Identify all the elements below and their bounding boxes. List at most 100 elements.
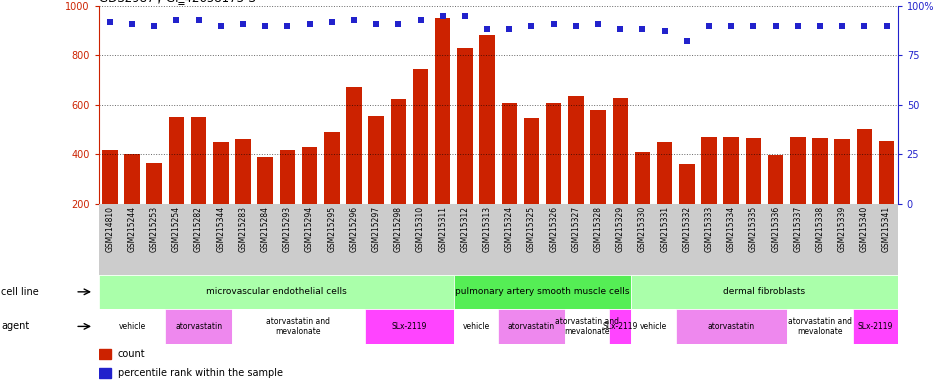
Point	[634, 26, 650, 33]
Text: atorvastatin: atorvastatin	[708, 322, 755, 331]
Text: vehicle: vehicle	[462, 322, 490, 331]
Text: GSM215297: GSM215297	[371, 206, 381, 252]
Point	[324, 18, 339, 25]
Point	[680, 38, 695, 45]
Point	[791, 23, 806, 29]
Point	[746, 23, 761, 29]
Text: GSM215298: GSM215298	[394, 206, 403, 252]
Text: GSM215329: GSM215329	[616, 206, 625, 252]
Text: GSM215338: GSM215338	[816, 206, 824, 252]
Text: GSM215339: GSM215339	[838, 206, 847, 252]
Bar	[565, 309, 609, 344]
Text: GSM215333: GSM215333	[705, 206, 713, 252]
Bar	[546, 103, 561, 204]
Point	[368, 20, 384, 26]
Point	[191, 17, 206, 23]
Bar	[787, 309, 854, 344]
Bar	[435, 18, 450, 204]
Text: GSM215295: GSM215295	[327, 206, 337, 252]
Text: GSM215344: GSM215344	[216, 206, 226, 252]
Bar	[745, 137, 761, 204]
Text: SLx-2119: SLx-2119	[392, 322, 427, 331]
Text: SLx-2119: SLx-2119	[603, 322, 638, 331]
Text: GSM215335: GSM215335	[749, 206, 758, 252]
Bar	[235, 139, 251, 204]
Point	[347, 17, 362, 23]
Bar	[191, 118, 207, 204]
Text: GSM215331: GSM215331	[660, 206, 669, 252]
Text: GSM215330: GSM215330	[638, 206, 647, 252]
Text: GSM215244: GSM215244	[128, 206, 136, 252]
Bar	[457, 48, 473, 204]
Text: microvascular endothelial cells: microvascular endothelial cells	[206, 287, 347, 296]
Point	[812, 23, 827, 29]
Point	[879, 23, 894, 29]
Text: atorvastatin: atorvastatin	[175, 322, 222, 331]
Bar	[701, 137, 717, 204]
Bar	[590, 109, 606, 204]
Point	[280, 23, 295, 29]
Text: GSM215326: GSM215326	[549, 206, 558, 252]
Point	[124, 20, 139, 26]
Point	[413, 17, 428, 23]
Bar	[879, 141, 894, 204]
Bar	[232, 309, 365, 344]
Point	[502, 26, 517, 33]
Text: GSM215328: GSM215328	[593, 206, 603, 252]
Bar	[634, 152, 650, 204]
Text: GSM215313: GSM215313	[482, 206, 492, 252]
Text: GSM215312: GSM215312	[461, 206, 469, 252]
Text: GSM215282: GSM215282	[194, 206, 203, 252]
Text: GSM215327: GSM215327	[572, 206, 580, 252]
Point	[169, 17, 184, 23]
Bar	[724, 137, 739, 204]
Text: GDS2987 / GI_42658173-S: GDS2987 / GI_42658173-S	[99, 0, 256, 2]
Bar	[679, 164, 695, 204]
Point	[213, 23, 228, 29]
Text: GSM215340: GSM215340	[860, 206, 869, 252]
Bar	[454, 309, 498, 344]
Bar	[498, 309, 565, 344]
Point	[657, 28, 672, 35]
Bar	[609, 309, 632, 344]
Text: GDS2987 / GI_42658173-S: GDS2987 / GI_42658173-S	[99, 0, 256, 4]
Bar	[165, 309, 232, 344]
Text: atorvastatin and
mevalonate: atorvastatin and mevalonate	[266, 317, 331, 336]
Text: agent: agent	[1, 321, 29, 331]
Bar	[454, 275, 632, 309]
Text: GSM215334: GSM215334	[727, 206, 736, 252]
Bar	[854, 309, 898, 344]
Point	[590, 20, 605, 26]
Bar	[856, 129, 872, 204]
Bar	[99, 275, 454, 309]
Point	[147, 23, 162, 29]
Bar	[768, 155, 783, 204]
Text: atorvastatin: atorvastatin	[508, 322, 555, 331]
Bar	[413, 69, 429, 204]
Bar	[835, 139, 850, 204]
Bar	[99, 368, 112, 379]
Point	[435, 13, 450, 19]
Bar	[568, 96, 584, 204]
Bar	[390, 99, 406, 204]
Bar	[790, 137, 806, 204]
Text: GSM215253: GSM215253	[149, 206, 159, 252]
Text: SLx-2119: SLx-2119	[858, 322, 893, 331]
Text: cell line: cell line	[1, 287, 39, 297]
Point	[701, 23, 716, 29]
Bar	[168, 116, 184, 204]
Text: GSM215311: GSM215311	[438, 206, 447, 252]
Point	[258, 23, 273, 29]
Text: GSM215324: GSM215324	[505, 206, 514, 252]
Bar	[346, 87, 362, 204]
Point	[302, 20, 317, 26]
Bar	[302, 147, 318, 204]
Text: dermal fibroblasts: dermal fibroblasts	[724, 287, 806, 296]
Bar	[368, 116, 384, 204]
Text: pulmonary artery smooth muscle cells: pulmonary artery smooth muscle cells	[455, 287, 630, 296]
Point	[524, 23, 539, 29]
Bar	[524, 118, 540, 204]
Text: GSM215325: GSM215325	[527, 206, 536, 252]
Point	[724, 23, 739, 29]
Point	[391, 20, 406, 26]
